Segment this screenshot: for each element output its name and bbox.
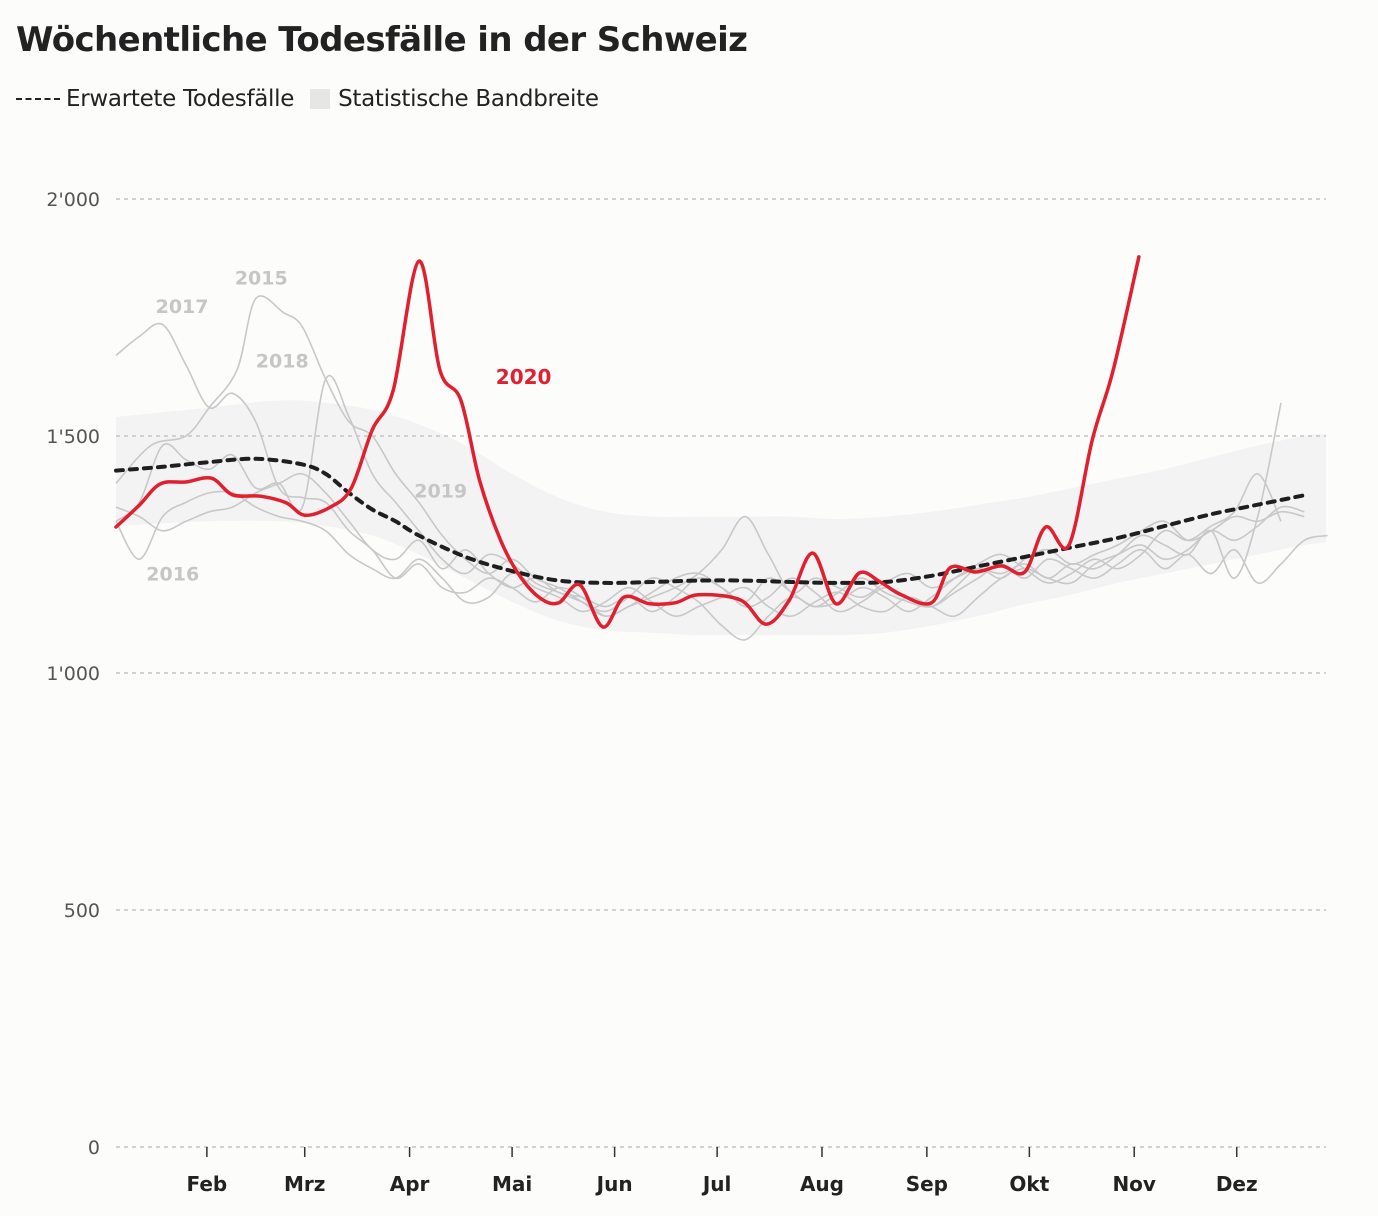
series-label-2019: 2019 — [414, 481, 467, 503]
series-line-2016 — [115, 490, 1305, 618]
x-tick-label: Okt — [1009, 1172, 1049, 1196]
legend: Erwartete Todesfälle Statistische Bandbr… — [16, 86, 599, 112]
series-labels: 2020 2015 2016 2017 2018 2019 — [146, 267, 551, 585]
y-tick-label: 1'500 — [46, 426, 100, 448]
x-tick-label: Dez — [1216, 1172, 1258, 1196]
x-tick-label: Jul — [701, 1172, 732, 1196]
legend-expected-label: Erwartete Todesfälle — [66, 86, 295, 112]
x-tick-label: Nov — [1112, 1172, 1156, 1196]
x-tick-label: Mai — [492, 1172, 532, 1196]
current-year-line-layer — [114, 255, 1141, 629]
chart-title: Wöchentliche Todesfälle in der Schweiz — [16, 20, 748, 60]
series-label-2017: 2017 — [156, 296, 209, 318]
band-layer — [116, 400, 1326, 636]
expected-deaths-line — [114, 456, 1307, 585]
statistical-band — [116, 400, 1326, 636]
y-tick-label: 500 — [64, 900, 100, 922]
series-line-2019 — [115, 472, 1328, 613]
band-swatch-icon — [310, 89, 331, 109]
x-tick-label: Mrz — [284, 1172, 325, 1196]
expected-line-layer — [114, 456, 1307, 585]
series-line-2020 — [114, 255, 1141, 629]
y-tick-label: 0 — [88, 1137, 100, 1159]
series-line-2017 — [115, 322, 1282, 618]
x-tick-label: Aug — [800, 1172, 844, 1196]
series-label-2020: 2020 — [496, 365, 552, 389]
series-label-2018: 2018 — [256, 350, 309, 372]
past-years-lines — [115, 295, 1328, 641]
x-tick-label: Sep — [906, 1172, 948, 1196]
y-tick-label: 2'000 — [46, 189, 100, 211]
x-tick-label: Apr — [390, 1172, 430, 1196]
legend-band-label: Statistische Bandbreite — [338, 86, 599, 112]
gridlines: 0 500 1'000 1'500 2'000 — [46, 189, 1326, 1159]
expected-dash-icon — [16, 98, 60, 100]
x-axis: Feb Mrz Apr Mai Jun Jul Aug Sep Okt Nov Dez — [187, 1147, 1258, 1196]
y-tick-label: 1'000 — [46, 663, 100, 685]
series-label-2016: 2016 — [146, 564, 199, 586]
x-tick-label: Feb — [187, 1172, 228, 1196]
series-label-2015: 2015 — [235, 267, 288, 289]
x-tick-label: Jun — [595, 1172, 633, 1196]
